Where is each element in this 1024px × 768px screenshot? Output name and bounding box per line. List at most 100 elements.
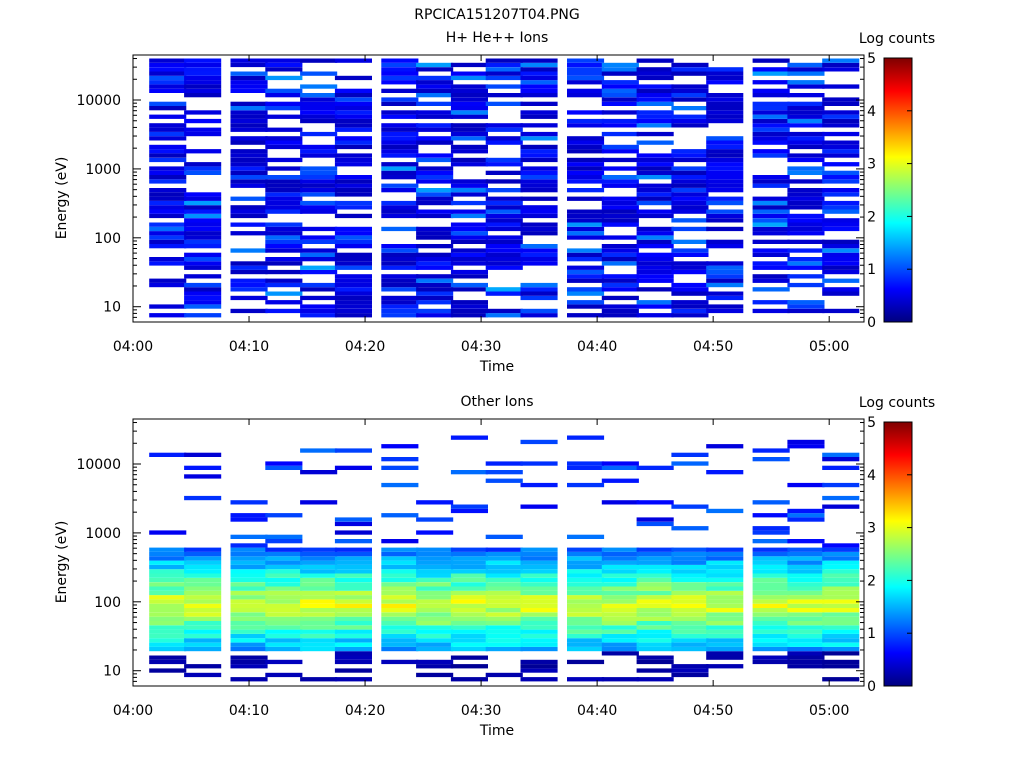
heatmap-cell xyxy=(822,465,860,470)
heatmap-cell xyxy=(636,157,674,163)
heatmap-cell xyxy=(184,88,222,93)
heatmap-cell xyxy=(706,547,744,552)
heatmap-cell xyxy=(230,633,268,639)
heatmap-cell xyxy=(149,80,187,85)
heatmap-cell xyxy=(636,123,674,128)
heatmap-cell xyxy=(450,435,488,440)
heatmap-cell xyxy=(567,218,605,223)
heatmap-cell xyxy=(149,633,187,639)
heatmap-cell xyxy=(334,75,372,81)
heatmap-cell xyxy=(334,231,372,236)
heatmap-cell xyxy=(822,664,860,669)
heatmap-cell xyxy=(601,573,639,578)
heatmap-cell xyxy=(822,188,860,193)
heatmap-cell xyxy=(265,192,303,197)
heatmap-cell xyxy=(300,590,338,596)
heatmap-cell xyxy=(520,461,558,466)
heatmap-cell xyxy=(300,235,338,240)
heatmap-cell xyxy=(822,616,860,621)
heatmap-cell xyxy=(822,495,860,501)
heatmap-cell xyxy=(520,577,558,583)
heatmap-cell xyxy=(381,573,419,578)
heatmap-cell xyxy=(416,179,454,184)
heatmap-cell xyxy=(334,58,372,63)
heatmap-cell xyxy=(450,556,488,561)
heatmap-cell xyxy=(381,659,419,665)
heatmap-cell xyxy=(706,144,744,150)
heatmap-cell xyxy=(416,586,454,591)
heatmap-cell xyxy=(230,608,268,613)
heatmap-cell xyxy=(601,582,639,587)
heatmap-cell xyxy=(184,295,222,301)
heatmap-cell xyxy=(567,638,605,643)
heatmap-cell xyxy=(265,300,303,305)
heatmap-cell xyxy=(636,153,674,158)
heatmap-cell xyxy=(230,179,268,184)
heatmap-cell xyxy=(567,608,605,613)
heatmap-cell xyxy=(450,569,488,574)
heatmap-cell xyxy=(520,313,558,318)
heatmap-cell xyxy=(706,608,744,613)
heatmap-cell xyxy=(671,308,709,314)
heatmap-cell xyxy=(450,157,488,163)
heatmap-cell xyxy=(381,599,419,604)
heatmap-cell xyxy=(567,534,605,539)
heatmap-cell xyxy=(485,564,523,570)
heatmap-cell xyxy=(149,71,187,76)
heatmap-cell xyxy=(381,300,419,305)
heatmap-cell xyxy=(671,633,709,639)
heatmap-cell xyxy=(265,175,303,180)
heatmap-cell xyxy=(485,599,523,604)
heatmap-cell xyxy=(601,621,639,626)
heatmap-cell xyxy=(601,642,639,647)
heatmap-cell xyxy=(636,638,674,643)
heatmap-cell xyxy=(485,642,523,647)
heatmap-cell xyxy=(149,149,187,154)
heatmap-cell xyxy=(334,530,372,535)
heatmap-cell xyxy=(184,603,222,608)
heatmap-cell xyxy=(601,278,639,283)
heatmap-cell xyxy=(334,651,372,656)
heatmap-cell xyxy=(149,123,187,128)
heatmap-cell xyxy=(601,149,639,154)
heatmap-cell xyxy=(334,252,372,257)
heatmap-cell xyxy=(230,552,268,557)
heatmap-cell xyxy=(787,153,825,158)
heatmap-cell xyxy=(184,162,222,167)
heatmap-cell xyxy=(822,586,860,591)
heatmap-cell xyxy=(787,612,825,617)
heatmap-cell xyxy=(334,140,372,145)
heatmap-cell xyxy=(149,590,187,596)
heatmap-cell xyxy=(381,308,419,314)
heatmap-cell xyxy=(416,213,454,219)
heatmap-cell xyxy=(230,80,268,85)
heatmap-cell xyxy=(450,470,488,475)
heatmap-cell xyxy=(752,222,790,227)
heatmap-cell xyxy=(822,131,860,137)
heatmap-cell xyxy=(230,153,268,158)
heatmap-cell xyxy=(450,590,488,596)
heatmap-cell xyxy=(520,287,558,292)
heatmap-cell xyxy=(450,71,488,76)
heatmap-cell xyxy=(706,140,744,145)
heatmap-cell xyxy=(706,114,744,119)
heatmap-cell xyxy=(822,308,860,314)
heatmap-cell xyxy=(300,608,338,613)
heatmap-cell xyxy=(184,222,222,227)
heatmap-cell xyxy=(706,304,744,309)
panel-h-he-ions: H+ He++ Ions 04:00 04:10 04:20 04:30 04:40 04… xyxy=(54,30,935,375)
heatmap-cell xyxy=(787,144,825,150)
heatmap-cell xyxy=(567,677,605,682)
heatmap-cell xyxy=(416,265,454,270)
heatmap-cell xyxy=(752,629,790,634)
heatmap-cell xyxy=(416,62,454,68)
heatmap-cell xyxy=(822,504,860,509)
heatmap-cell xyxy=(381,175,419,180)
heatmap-cell xyxy=(230,629,268,634)
heatmap-cell xyxy=(567,118,605,124)
heatmap-cell xyxy=(230,88,268,93)
heatmap-cell xyxy=(184,149,222,154)
heatmap-cell xyxy=(706,508,744,514)
heatmap-cell xyxy=(381,162,419,167)
heatmap-cell xyxy=(485,287,523,292)
